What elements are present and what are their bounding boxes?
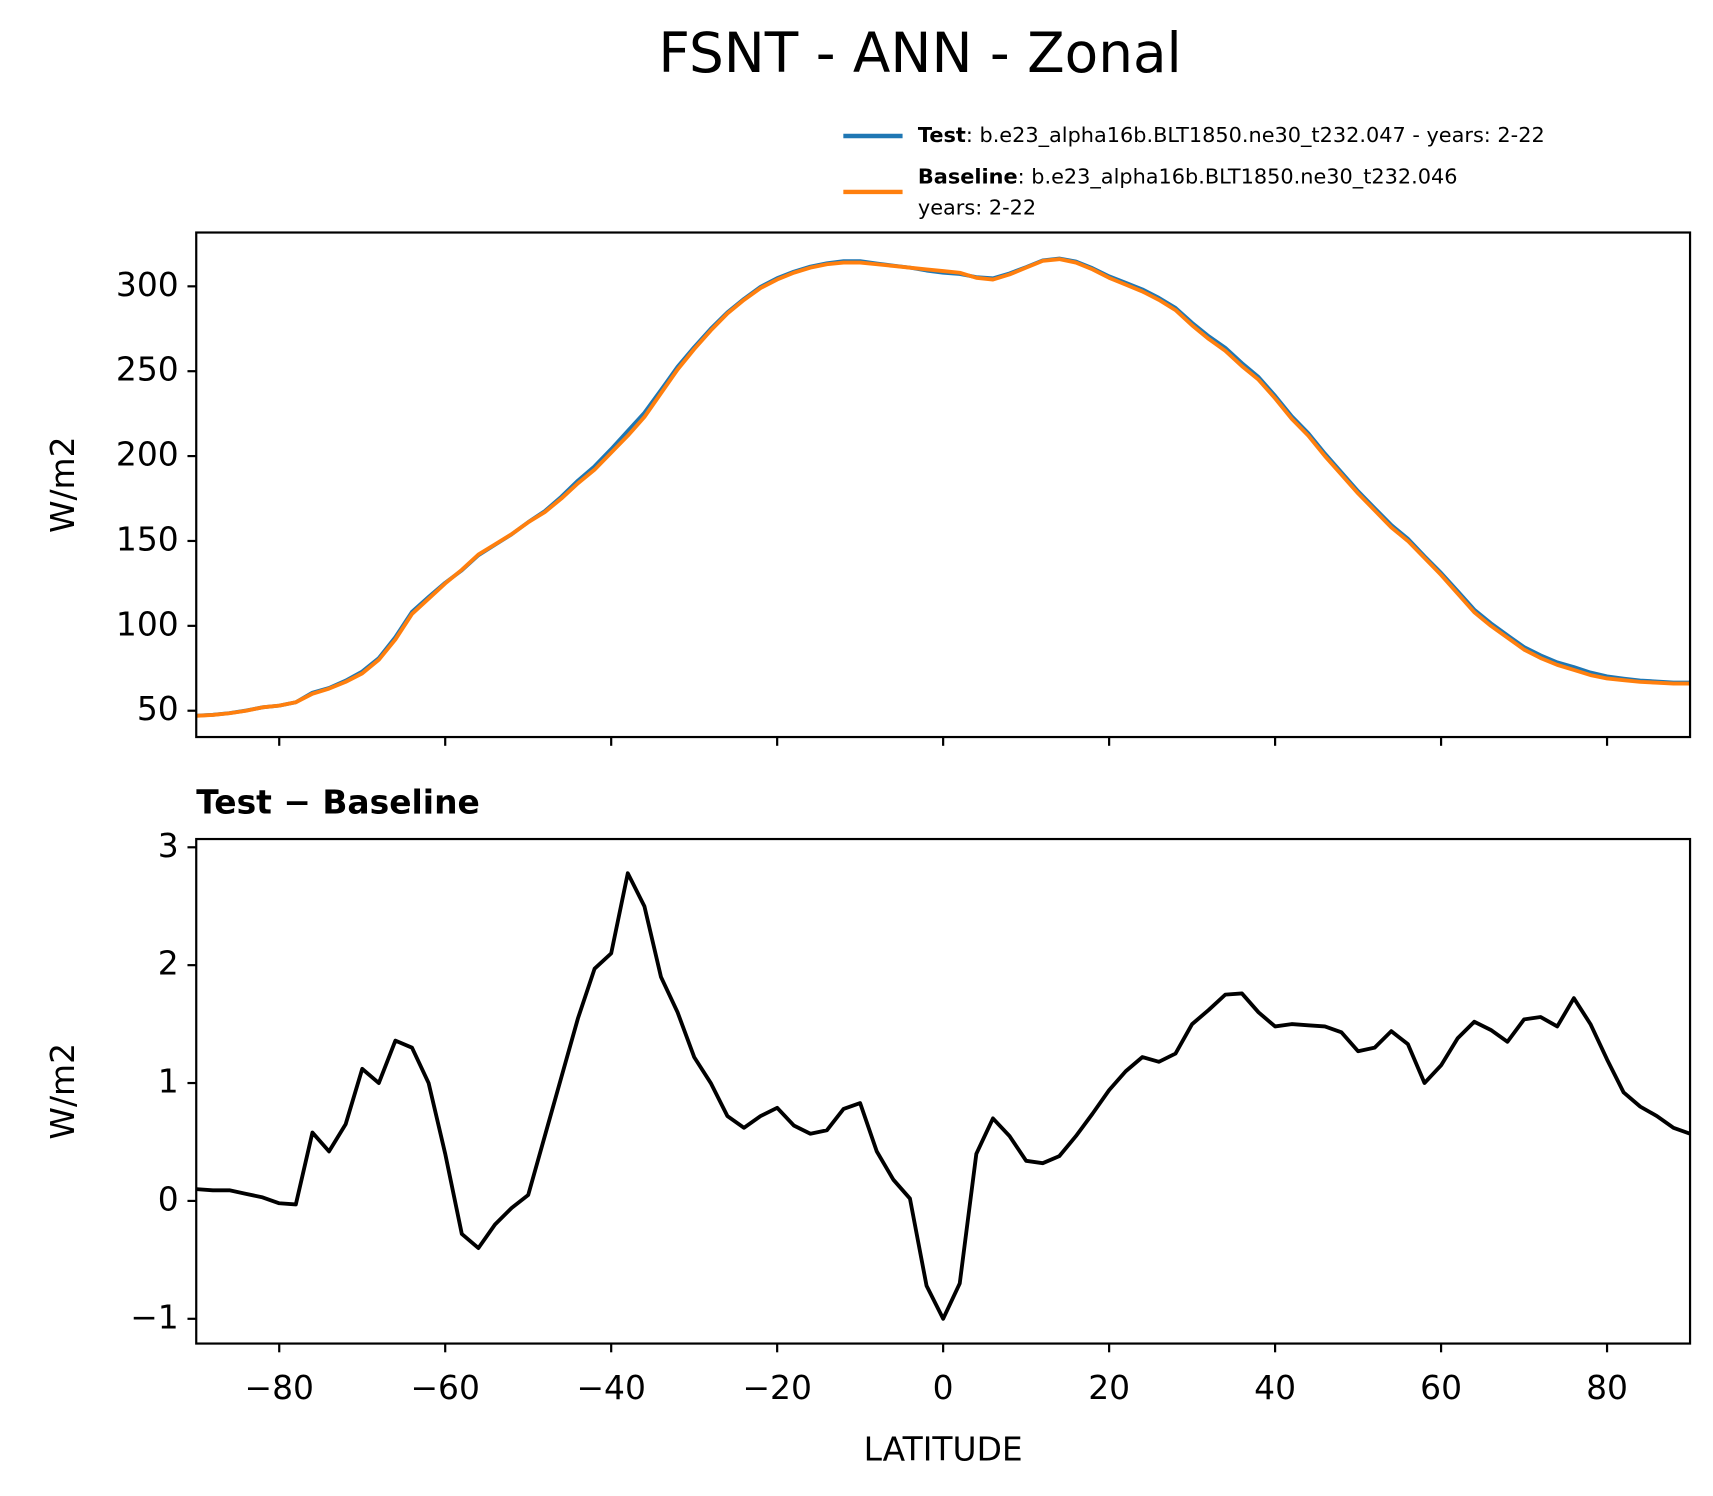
y-tick-label: 50 (137, 689, 179, 728)
x-tick-label: 20 (1088, 1368, 1130, 1407)
data-line (196, 256, 1691, 718)
y-tick-label: 300 (116, 265, 179, 304)
legend-description: years: 2-22 (918, 195, 1036, 219)
plot-frame (195, 231, 1692, 739)
y-tick-label: 1 (158, 1062, 179, 1101)
y-axis-label: W/m2 (43, 436, 82, 533)
panel-title: Test − Baseline (196, 782, 480, 821)
x-tick-label: −60 (410, 1368, 479, 1407)
legend-label: Baseline: b.e23_alpha16b.BLT1850.ne30_t2… (918, 165, 1458, 190)
x-axis-label: LATITUDE (864, 1430, 1023, 1469)
x-tick-label: −40 (576, 1368, 645, 1407)
y-tick-label: 0 (158, 1179, 179, 1218)
data-line (196, 257, 1691, 718)
x-tick-label: 60 (1420, 1368, 1462, 1407)
y-tick-label: 100 (116, 604, 179, 643)
y-axis-label: W/m2 (43, 1043, 82, 1140)
y-tick-label: 3 (158, 826, 179, 865)
legend-description: : b.e23_alpha16b.BLT1850.ne30_t232.047 -… (966, 123, 1545, 148)
legend-name: Baseline (918, 165, 1018, 189)
legend-description: : b.e23_alpha16b.BLT1850.ne30_t232.046 (1018, 165, 1458, 190)
y-tick-label: 150 (116, 519, 179, 558)
x-tick-label: 80 (1586, 1368, 1628, 1407)
y-tick-label: −1 (130, 1297, 178, 1336)
y-tick-label: 2 (158, 944, 179, 983)
figure-title: FSNT - ANN - Zonal (658, 21, 1181, 85)
legend-label: Test: b.e23_alpha16b.BLT1850.ne30_t232.0… (918, 123, 1545, 148)
legend-name: Test (918, 123, 966, 147)
x-tick-label: 0 (933, 1368, 954, 1407)
y-tick-label: 200 (116, 435, 179, 474)
y-tick-label: 250 (116, 350, 179, 389)
plot-frame (195, 837, 1692, 1345)
data-line (196, 871, 1691, 1321)
x-tick-label: −80 (245, 1368, 314, 1407)
x-tick-label: 40 (1254, 1368, 1296, 1407)
x-tick-label: −20 (742, 1368, 811, 1407)
